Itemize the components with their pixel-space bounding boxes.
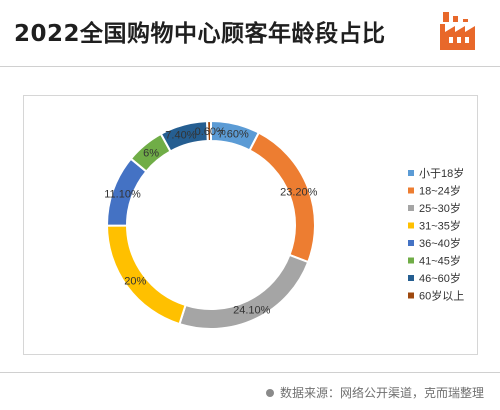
legend-label-6: 46~60岁 — [419, 271, 461, 285]
legend-label-5: 41~45岁 — [419, 254, 461, 268]
header-divider — [0, 66, 500, 67]
legend-label-3: 31~35岁 — [419, 219, 461, 233]
legend-label-7: 60岁以上 — [419, 289, 464, 303]
legend-swatch-7 — [408, 292, 414, 299]
legend-swatch-4 — [408, 240, 414, 246]
data-label-3: 20% — [124, 276, 146, 288]
legend-swatch-0 — [408, 170, 414, 176]
donut-chart: 7.60% 23.20% 24.10% 20% 11.10% 6% 7.40%0.60% 小于… — [104, 119, 464, 330]
chart-panel: 7.60% 23.20% 24.10% 20% 11.10% 6% 7.40% 0.60% 小于… — [23, 95, 478, 355]
legend-label-2: 25~30岁 — [419, 201, 461, 215]
slice-7 — [206, 119, 212, 143]
data-label-6: 7.40% — [165, 129, 196, 141]
legend-label-1: 18~24岁 — [419, 184, 461, 198]
page-title: 2022全国购物中心顾客年龄段占比 — [14, 21, 386, 47]
data-label-7: 0.60% — [195, 126, 226, 138]
legend-swatch-2 — [408, 205, 414, 211]
data-label-2: 24.10% — [233, 305, 271, 317]
legend-label-0: 小于18岁 — [419, 166, 464, 180]
data-label-0: 7.60% — [218, 129, 249, 141]
slice-2 — [178, 253, 310, 330]
data-label-5: 6% — [143, 148, 159, 160]
source-text: 数据来源：网络公开渠道，克而瑞整理 — [279, 386, 484, 400]
source-note: 数据来源：网络公开渠道，克而瑞整理 — [265, 384, 484, 401]
footer-divider — [0, 372, 500, 373]
factory-icon — [440, 12, 475, 50]
legend-label-4: 36~40岁 — [419, 236, 461, 250]
legend-swatch-1 — [408, 187, 414, 194]
legend-swatch-3 — [408, 222, 414, 229]
legend-swatch-5 — [408, 257, 414, 264]
data-label-4: 11.10% — [104, 188, 141, 200]
legend-swatch-6 — [408, 275, 414, 281]
data-label-1: 23.20% — [280, 187, 318, 199]
dot-icon — [265, 388, 274, 397]
